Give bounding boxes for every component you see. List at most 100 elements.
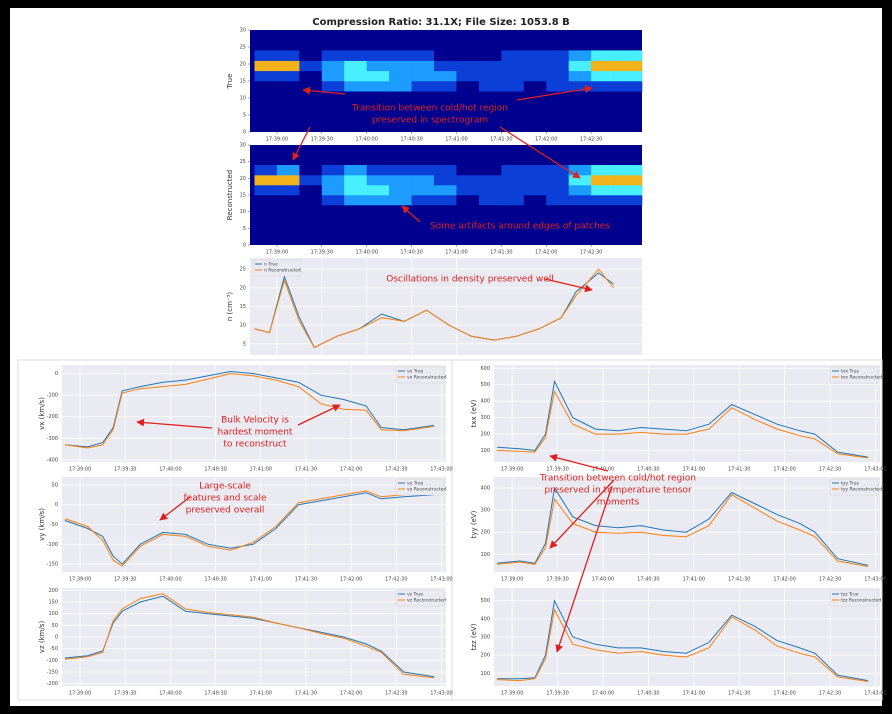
heat-cell bbox=[299, 195, 322, 205]
heat-cell bbox=[524, 195, 547, 205]
heat-cell bbox=[277, 175, 300, 185]
heat-cell bbox=[501, 175, 524, 185]
x-tick-label: 17:42:00 bbox=[340, 691, 362, 697]
legend-label: vy Reconstructed bbox=[407, 487, 446, 493]
x-tick-label: 17:40:00 bbox=[159, 577, 181, 583]
heat-cell bbox=[501, 185, 524, 195]
y-tick-label: 100 bbox=[480, 448, 490, 454]
annotation: hardest moment bbox=[218, 428, 293, 438]
y-axis-label: Reconstructed bbox=[226, 170, 234, 220]
heat-cell bbox=[456, 185, 479, 195]
x-tick-label: 17:39:30 bbox=[311, 137, 333, 143]
heat-cell bbox=[546, 71, 569, 82]
annotation: preserved overall bbox=[186, 506, 265, 516]
heat-cell bbox=[389, 175, 412, 185]
heat-cell bbox=[389, 61, 412, 72]
heat-cell bbox=[614, 175, 643, 185]
heat-cell bbox=[479, 81, 502, 92]
legend-label: vx True bbox=[407, 369, 424, 375]
y-tick-label: 10 bbox=[240, 323, 246, 329]
annotation: preserved in spectrogram bbox=[372, 116, 488, 126]
y-axis-label: tyy (eV) bbox=[470, 510, 478, 538]
x-tick-label: 17:40:00 bbox=[592, 577, 614, 583]
legend-label: vy True bbox=[407, 481, 424, 487]
heat-cell bbox=[389, 195, 412, 205]
heat-cell bbox=[614, 71, 643, 82]
heat-cell bbox=[546, 165, 569, 175]
y-axis-label: n (cm⁻³) bbox=[226, 292, 234, 322]
y-tick-label: -400 bbox=[47, 457, 58, 463]
heat-cell bbox=[277, 50, 300, 61]
heat-cell bbox=[299, 175, 322, 185]
heat-cell bbox=[277, 185, 300, 195]
x-tick-label: 17:40:00 bbox=[355, 250, 377, 256]
x-tick-label: 17:42:00 bbox=[535, 137, 557, 143]
x-tick-label: 17:40:30 bbox=[637, 577, 659, 583]
y-tick-label: 30 bbox=[240, 143, 246, 149]
heat-cell bbox=[479, 165, 502, 175]
heat-cell bbox=[479, 71, 502, 82]
heat-cell bbox=[299, 61, 322, 72]
heat-cell bbox=[344, 175, 367, 185]
x-tick-label: 17:41:30 bbox=[295, 467, 317, 473]
annotation: Some artifacts around edges of patches bbox=[430, 222, 610, 232]
x-tick-label: 17:39:00 bbox=[501, 577, 523, 583]
x-tick-label: 17:41:30 bbox=[490, 250, 512, 256]
heat-cell bbox=[322, 185, 345, 195]
heat-cell bbox=[322, 50, 345, 61]
heat-cell bbox=[501, 61, 524, 72]
heat-cell bbox=[591, 61, 614, 72]
y-tick-label: -50 bbox=[50, 646, 58, 652]
heat-cell bbox=[501, 71, 524, 82]
y-tick-label: -200 bbox=[47, 414, 58, 420]
y-tick-label: -200 bbox=[47, 681, 58, 687]
heat-cell bbox=[614, 50, 643, 61]
y-tick-label: 50 bbox=[52, 482, 58, 488]
annotation: Large-scale bbox=[199, 482, 251, 492]
x-tick-label: 17:40:30 bbox=[400, 137, 422, 143]
y-tick-label: -100 bbox=[47, 542, 58, 548]
y-tick-label: 100 bbox=[48, 611, 58, 617]
heat-cell bbox=[591, 195, 614, 205]
heat-cell bbox=[367, 81, 390, 92]
heat-cell bbox=[367, 61, 390, 72]
annotation: preserved in temperature tensor bbox=[544, 486, 692, 496]
heat-cell bbox=[344, 61, 367, 72]
y-axis-label: vx (km/s) bbox=[38, 397, 46, 430]
heat-cell bbox=[614, 185, 643, 195]
x-tick-label: 17:39:00 bbox=[69, 467, 91, 473]
heat-cell bbox=[456, 50, 479, 61]
heat-cell bbox=[524, 61, 547, 72]
legend-label: tyy Reconstructed bbox=[841, 487, 882, 493]
x-tick-label: 17:42:00 bbox=[535, 250, 557, 256]
heat-cell bbox=[546, 175, 569, 185]
y-tick-label: 300 bbox=[480, 508, 490, 514]
annotation: Transition between cold/hot region bbox=[351, 104, 508, 114]
annotation: features and scale bbox=[183, 494, 266, 504]
heat-cell bbox=[501, 50, 524, 61]
heat-cell bbox=[277, 195, 300, 205]
heat-cell bbox=[501, 81, 524, 92]
heat-cell bbox=[412, 195, 435, 205]
x-tick-label: 17:42:30 bbox=[819, 577, 841, 583]
x-tick-label: 17:39:00 bbox=[266, 137, 288, 143]
heat-cell bbox=[546, 185, 569, 195]
heat-cell bbox=[614, 61, 643, 72]
heat-cell bbox=[479, 50, 502, 61]
heat-cell bbox=[456, 61, 479, 72]
heat-cell bbox=[434, 71, 457, 82]
heat-cell bbox=[434, 195, 457, 205]
x-tick-label: 17:40:30 bbox=[400, 250, 422, 256]
heat-cell bbox=[569, 195, 592, 205]
annotation: Transition between cold/hot region bbox=[539, 474, 696, 484]
heat-cell bbox=[546, 81, 569, 92]
heat-cell bbox=[546, 195, 569, 205]
heat-cell bbox=[456, 81, 479, 92]
x-tick-label: 17:43:00 bbox=[430, 577, 452, 583]
heat-cell bbox=[254, 61, 277, 72]
x-tick-label: 17:42:30 bbox=[819, 691, 841, 697]
heat-cell bbox=[479, 175, 502, 185]
x-tick-label: 17:41:00 bbox=[683, 691, 705, 697]
heat-cell bbox=[569, 71, 592, 82]
x-tick-label: 17:41:30 bbox=[295, 691, 317, 697]
